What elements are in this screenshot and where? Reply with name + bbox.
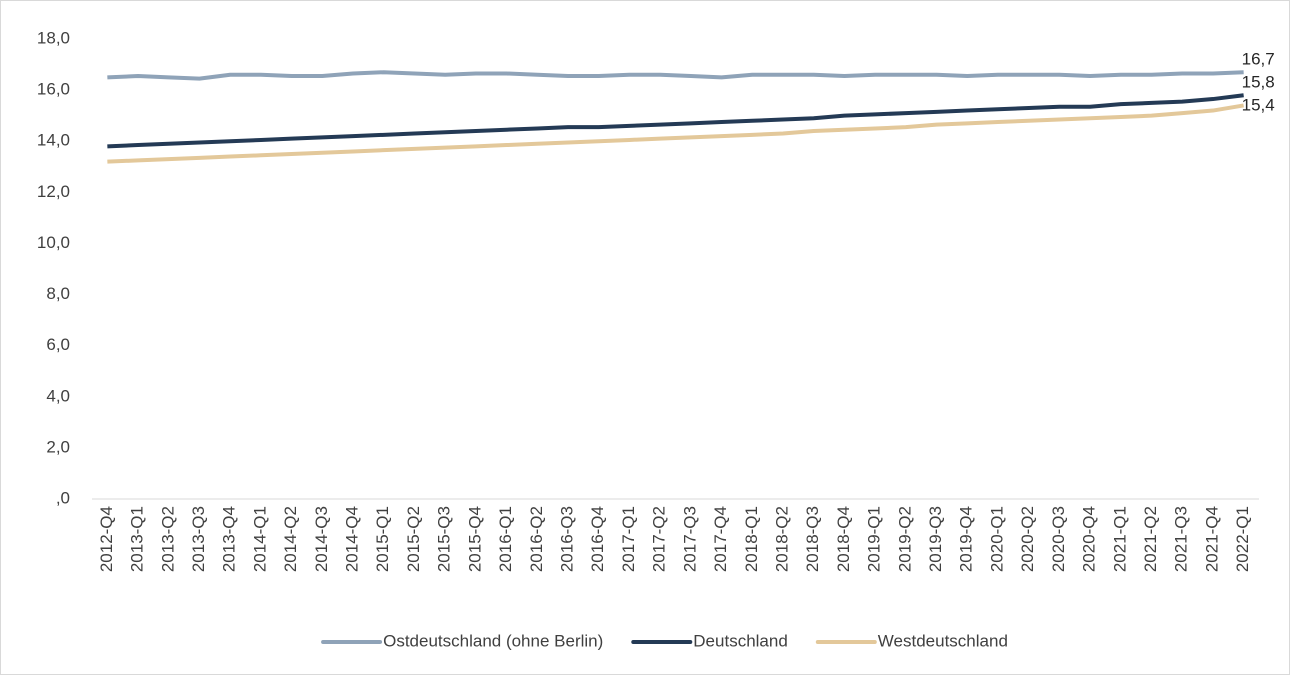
x-tick-label: 2017-Q1 <box>619 506 638 572</box>
x-tick-label: 2013-Q3 <box>189 506 208 572</box>
x-tick-label: 2019-Q1 <box>865 506 884 572</box>
x-tick-label: 2015-Q1 <box>373 506 392 572</box>
x-tick-label: 2015-Q3 <box>435 506 454 572</box>
x-tick-label: 2020-Q4 <box>1080 506 1099 572</box>
data-label: 15,4 <box>1242 96 1275 115</box>
x-tick-label: 2013-Q4 <box>220 506 239 572</box>
x-tick-label: 2016-Q3 <box>557 506 576 572</box>
x-tick-label: 2017-Q3 <box>680 506 699 572</box>
x-tick-label: 2022-Q1 <box>1233 506 1252 572</box>
y-tick-label: 4,0 <box>46 386 70 405</box>
x-tick-label: 2014-Q1 <box>250 506 269 572</box>
x-tick-label: 2019-Q4 <box>957 506 976 572</box>
y-tick-label: 6,0 <box>46 335 70 354</box>
x-tick-label: 2014-Q2 <box>281 506 300 572</box>
x-tick-label: 2015-Q4 <box>465 506 484 572</box>
y-tick-label: 10,0 <box>37 233 70 252</box>
x-tick-label: 2020-Q3 <box>1049 506 1068 572</box>
x-tick-label: 2014-Q3 <box>312 506 331 572</box>
x-tick-label: 2018-Q2 <box>772 506 791 572</box>
y-tick-label: 18,0 <box>37 28 70 47</box>
series-line <box>107 70 1244 81</box>
x-tick-label: 2021-Q4 <box>1202 506 1221 572</box>
x-tick-label: 2018-Q1 <box>742 506 761 572</box>
x-tick-label: 2019-Q3 <box>926 506 945 572</box>
legend-label: Westdeutschland <box>878 631 1008 650</box>
x-tick-label: 2014-Q4 <box>343 506 362 572</box>
x-tick-label: 2019-Q2 <box>895 506 914 572</box>
y-tick-label: 16,0 <box>37 80 70 99</box>
x-tick-label: 2021-Q3 <box>1172 506 1191 572</box>
series-line <box>107 93 1244 149</box>
y-tick-label: 12,0 <box>37 182 70 201</box>
y-tick-label: 14,0 <box>37 131 70 150</box>
x-tick-label: 2016-Q1 <box>496 506 515 572</box>
x-tick-label: 2018-Q4 <box>834 506 853 572</box>
x-tick-label: 2020-Q1 <box>987 506 1006 572</box>
y-tick-label: 8,0 <box>46 284 70 303</box>
x-tick-label: 2016-Q2 <box>527 506 546 572</box>
data-label: 15,8 <box>1242 73 1275 92</box>
x-tick-label: 2021-Q2 <box>1141 506 1160 572</box>
x-tick-label: 2012-Q4 <box>97 506 116 572</box>
x-tick-label: 2020-Q2 <box>1018 506 1037 572</box>
x-tick-label: 2021-Q1 <box>1110 506 1129 572</box>
legend-label: Deutschland <box>693 631 788 650</box>
y-tick-label: 2,0 <box>46 437 70 456</box>
x-tick-label: 2017-Q2 <box>650 506 669 572</box>
x-tick-label: 2016-Q4 <box>588 506 607 572</box>
data-label: 16,7 <box>1242 50 1275 69</box>
x-tick-label: 2015-Q2 <box>404 506 423 572</box>
x-tick-label: 2013-Q1 <box>128 506 147 572</box>
x-tick-label: 2013-Q2 <box>158 506 177 572</box>
series-line <box>107 103 1244 164</box>
x-tick-label: 2017-Q4 <box>711 506 730 572</box>
x-tick-label: 2018-Q3 <box>803 506 822 572</box>
y-tick-label: ,0 <box>56 488 70 507</box>
legend-label: Ostdeutschland (ohne Berlin) <box>383 631 603 650</box>
